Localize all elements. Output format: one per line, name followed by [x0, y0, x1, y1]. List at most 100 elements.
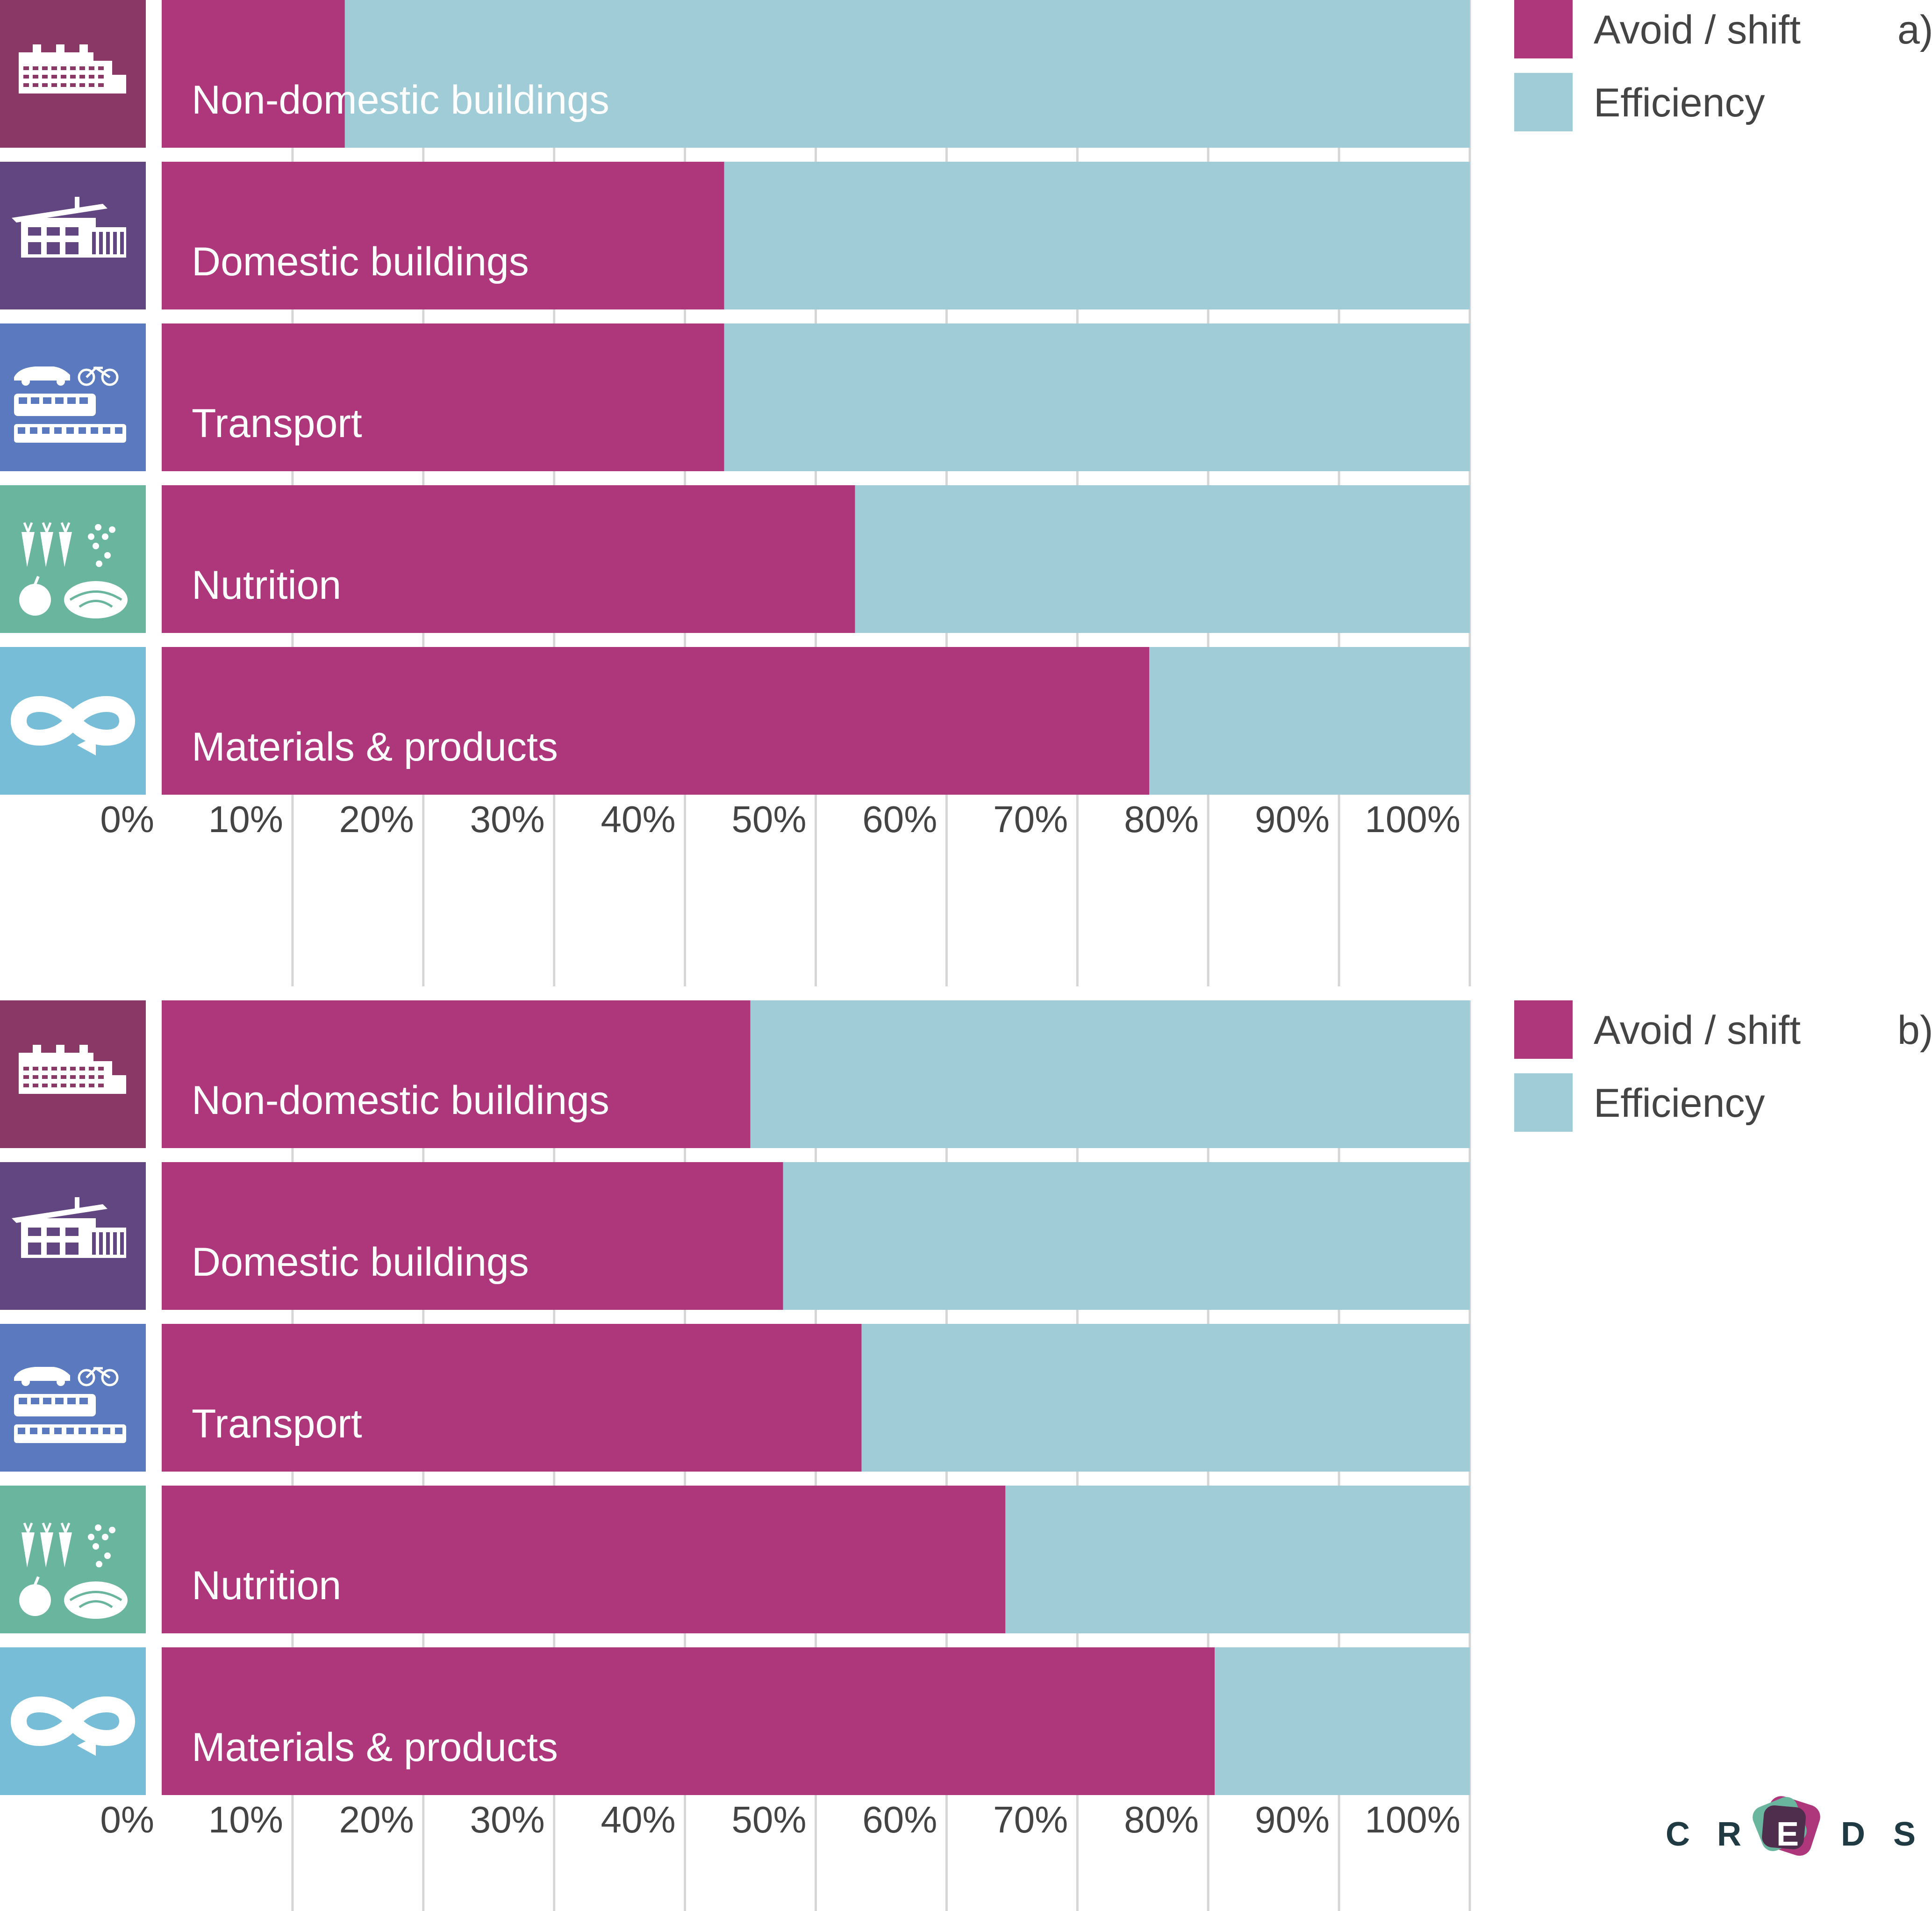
- factory-window: [79, 1075, 85, 1079]
- legend-swatch: [1514, 1000, 1573, 1059]
- bean-dot: [104, 1552, 111, 1559]
- bean-dot: [96, 560, 102, 567]
- car-wheel: [57, 1378, 65, 1386]
- x-tick-label: 40%: [601, 1799, 675, 1840]
- apple-stem: [34, 575, 40, 585]
- bean-dot: [95, 524, 101, 531]
- x-tick-label: 80%: [1124, 1799, 1199, 1840]
- infinity-loop: [10, 696, 136, 746]
- tram-window: [79, 427, 86, 434]
- x-tick-label: 0%: [100, 1799, 154, 1840]
- factory-window: [23, 75, 29, 79]
- house-window: [47, 227, 60, 236]
- tram-window: [18, 427, 25, 434]
- factory-window: [79, 75, 85, 79]
- tram-window: [42, 427, 50, 434]
- factory-window: [98, 1084, 104, 1087]
- house-window: [65, 1243, 79, 1255]
- factory-window: [61, 1075, 66, 1079]
- house-window: [28, 1228, 41, 1236]
- car-wheel: [21, 1378, 30, 1386]
- factory-window: [33, 66, 38, 70]
- factory-window: [89, 1067, 94, 1070]
- tram-window: [30, 1428, 37, 1434]
- bar-efficiency: [855, 485, 1470, 633]
- factory-chimney: [33, 1045, 41, 1055]
- bar-avoid-shift: [162, 485, 855, 633]
- factory-window: [33, 83, 38, 87]
- factory-window: [51, 75, 57, 79]
- house-window: [28, 227, 41, 236]
- logo-letter-s: S: [1893, 1816, 1916, 1853]
- bar-efficiency: [1005, 1486, 1470, 1633]
- factory-window: [33, 1067, 38, 1070]
- factory-window: [23, 66, 29, 70]
- legend-swatch: [1514, 0, 1573, 58]
- carrot-leaves: [60, 1523, 71, 1533]
- tram-window: [91, 427, 98, 434]
- factory-window: [89, 75, 94, 79]
- x-tick-label: 10%: [208, 798, 283, 840]
- carrot-leaves: [23, 522, 33, 532]
- bean-dot: [109, 526, 115, 533]
- bar-efficiency: [783, 1162, 1470, 1310]
- tram-window: [66, 1428, 74, 1434]
- house-stripe: [120, 1232, 124, 1255]
- x-tick-label: 20%: [339, 798, 414, 840]
- x-tick-label: 0%: [100, 798, 154, 840]
- category-label: Non-domestic buildings: [192, 78, 609, 122]
- tram-window: [18, 1428, 25, 1434]
- carrot-shape: [40, 532, 53, 567]
- circular-economy-icon: [10, 696, 136, 755]
- bike-wheel: [78, 1369, 95, 1387]
- carrot-shape: [21, 532, 35, 567]
- bar-efficiency: [1215, 1647, 1470, 1795]
- factory-window: [42, 75, 48, 79]
- cabbage-lines: [69, 590, 122, 608]
- factory-window: [79, 66, 85, 70]
- factory-window: [98, 1075, 104, 1079]
- bean-dot: [102, 1534, 108, 1540]
- category-label: Nutrition: [192, 563, 341, 608]
- factory-window: [42, 1067, 48, 1070]
- house-window: [65, 227, 79, 236]
- factory-window: [79, 1084, 85, 1087]
- bar-avoid-shift: [162, 323, 724, 471]
- bar-efficiency: [724, 162, 1470, 309]
- x-tick-label: 60%: [862, 1799, 937, 1840]
- tram-window: [115, 1428, 122, 1434]
- bean-dot: [109, 1527, 115, 1533]
- factory-window: [51, 1067, 57, 1070]
- x-tick-label: 50%: [731, 1799, 806, 1840]
- legend-swatch: [1514, 73, 1573, 131]
- factory-window: [23, 83, 29, 87]
- car-shape: [14, 366, 70, 381]
- factory-window: [33, 75, 38, 79]
- x-tick-label: 10%: [208, 1799, 283, 1840]
- transport-icon: [14, 1366, 126, 1443]
- bar-avoid-shift: [162, 1647, 1215, 1795]
- factory-window: [70, 1084, 76, 1087]
- x-tick-label: 20%: [339, 1799, 414, 1840]
- category-label: Nutrition: [192, 1563, 341, 1608]
- logo-letter-r: R: [1717, 1816, 1741, 1853]
- bar-efficiency: [344, 0, 1470, 148]
- factory-annex: [107, 75, 126, 93]
- tram-window: [54, 1428, 62, 1434]
- factory-window: [98, 83, 104, 87]
- factory-window: [98, 1067, 104, 1070]
- bean-dot: [93, 543, 99, 549]
- house-chimney: [75, 1197, 79, 1211]
- bus-window: [19, 1398, 27, 1404]
- bar-avoid-shift: [162, 162, 724, 309]
- cabbage-lines: [69, 1591, 122, 1609]
- house-stripe: [99, 1232, 103, 1255]
- factory-window: [23, 1075, 29, 1079]
- factory-window: [89, 66, 94, 70]
- x-tick-label: 70%: [993, 798, 1068, 840]
- bus-window: [67, 1398, 76, 1404]
- logo-mark: [1753, 1796, 1820, 1856]
- bar-avoid-shift: [162, 647, 1150, 795]
- factory-window: [42, 83, 48, 87]
